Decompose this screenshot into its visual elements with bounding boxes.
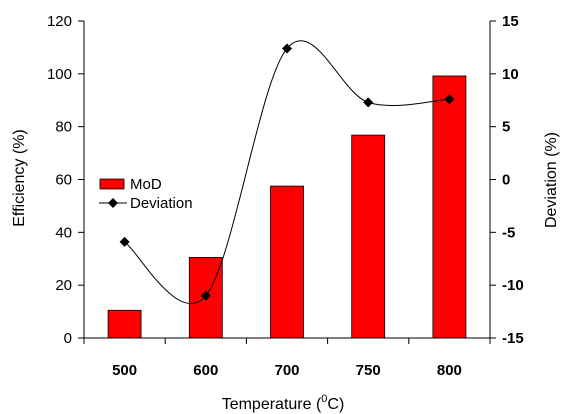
bar-mod <box>270 185 304 339</box>
bar-mod <box>432 75 467 339</box>
bar-mod <box>107 309 142 339</box>
y-tick-left-label: 120 <box>47 13 72 30</box>
y-tick-left-label: 0 <box>64 330 72 347</box>
x-axis-label-suffix: C) <box>327 396 344 413</box>
bar-series <box>107 75 467 339</box>
x-tick-label: 800 <box>437 362 462 379</box>
deviation-line <box>124 40 450 304</box>
x-axis-label-main: Temperature ( <box>222 396 322 413</box>
y-tick-right-label: 10 <box>502 66 519 83</box>
deviation-marker <box>119 236 130 247</box>
legend-label-mod: MoD <box>130 176 162 193</box>
legend-swatch-mod <box>99 178 125 190</box>
y-tick-left-label: 20 <box>55 277 72 294</box>
legend: MoD Deviation <box>99 176 193 212</box>
y-tick-right-label: -10 <box>502 277 524 294</box>
x-tick-label: 750 <box>356 362 381 379</box>
y-tick-right-label: -5 <box>502 224 515 241</box>
ticks: 0 20 40 60 80 100 120 -15 -10 -5 0 5 10 15 500 600 700 75… <box>47 13 524 379</box>
legend-label-deviation: Deviation <box>130 195 193 212</box>
line-series <box>119 40 455 304</box>
y-axis-label-right: Deviation (%) <box>543 132 560 228</box>
y-tick-left-label: 80 <box>55 119 72 136</box>
x-tick-label: 500 <box>112 362 137 379</box>
y-tick-left-label: 100 <box>47 66 72 83</box>
legend-marker-deviation <box>108 198 118 208</box>
y-tick-left-label: 60 <box>55 172 72 189</box>
y-tick-right-label: -15 <box>502 330 524 347</box>
y-tick-right-label: 5 <box>502 119 510 136</box>
bar-mod <box>351 134 386 339</box>
x-axis-label-superscript: 0 <box>321 393 327 405</box>
deviation-marker <box>444 94 455 105</box>
y-tick-right-label: 0 <box>502 172 510 189</box>
y-axis-label-left: Efficiency (%) <box>11 129 28 227</box>
x-tick-label: 700 <box>274 362 299 379</box>
x-axis-label: Temperature (0C) <box>222 393 345 413</box>
y-tick-left-label: 40 <box>55 224 72 241</box>
deviation-marker <box>200 290 211 301</box>
x-tick-label: 600 <box>193 362 218 379</box>
deviation-marker <box>363 97 374 108</box>
y-tick-right-label: 15 <box>502 13 519 30</box>
deviation-marker <box>282 43 292 54</box>
